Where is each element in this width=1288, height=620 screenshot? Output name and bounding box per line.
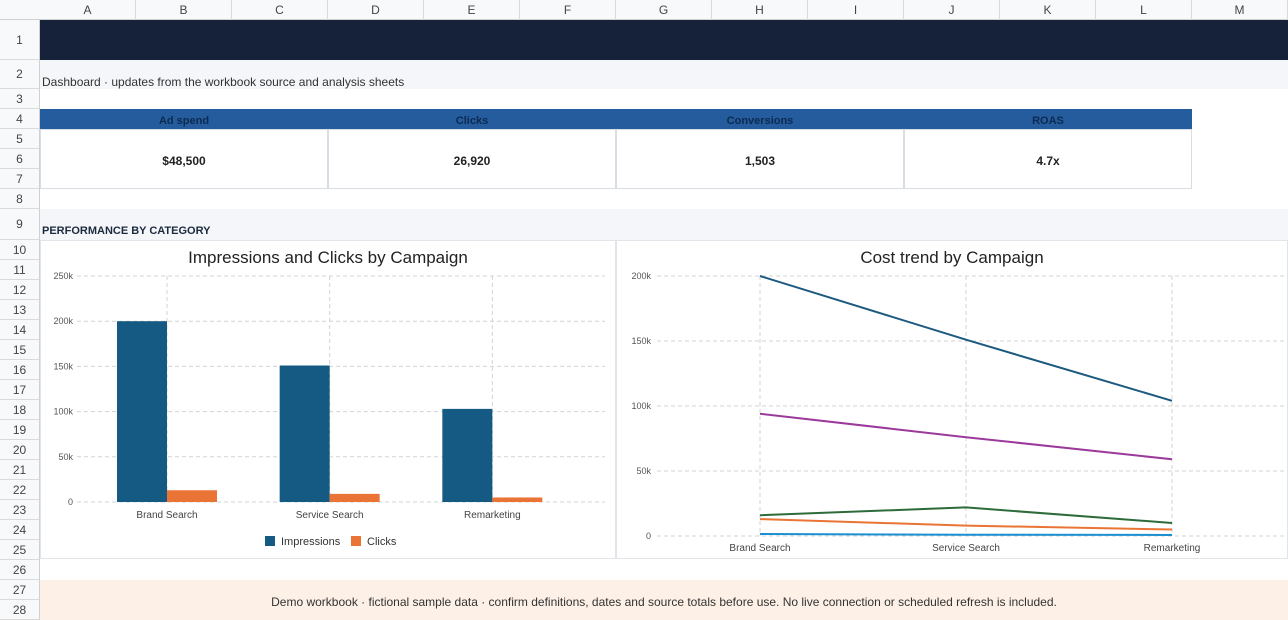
y-tick-label: 0 (646, 531, 651, 541)
bar-impressions-remarketing (442, 408, 493, 502)
y-tick-label: 100k (53, 407, 73, 417)
line-series-4 (759, 518, 1173, 531)
row-header-8[interactable]: 8 (0, 189, 40, 209)
row-header-13[interactable]: 13 (0, 300, 40, 320)
footer-note: Demo workbook · fictional sample data · … (271, 595, 1057, 609)
row-header-9[interactable]: 9 (0, 209, 40, 240)
y-tick-label: 0 (68, 497, 73, 507)
row-header-12[interactable]: 12 (0, 280, 40, 300)
row-header-6[interactable]: 6 (0, 149, 40, 169)
y-tick-label: 200k (631, 271, 651, 281)
row-header-19[interactable]: 19 (0, 420, 40, 440)
legend-label-clicks: Clicks (367, 536, 397, 548)
column-header-j[interactable]: J (904, 0, 1000, 20)
y-tick-label: 150k (53, 361, 73, 371)
column-header-d[interactable]: D (328, 0, 424, 20)
line-chart-panel[interactable]: Cost trend by Campaign 0 50k 100k 150k 200k Br… (616, 240, 1288, 559)
row-header-16[interactable]: 16 (0, 360, 40, 380)
column-header-b[interactable]: B (136, 0, 232, 20)
y-tick-label: 250k (53, 271, 73, 281)
bar-clicks-remarketing (492, 497, 543, 502)
row-header-15[interactable]: 15 (0, 340, 40, 360)
title-band (40, 20, 1288, 60)
footer-band (40, 580, 1288, 620)
kpi-value-clicks[interactable]: 26,920 (328, 129, 616, 189)
row-header-28[interactable]: 28 (0, 600, 40, 620)
column-header-e[interactable]: E (424, 0, 520, 20)
legend-swatch-clicks (351, 536, 361, 546)
y-tick-label: 50k (636, 466, 651, 476)
kpi-value-ad-spend[interactable]: $48,500 (40, 129, 328, 189)
bar-impressions-service-search (279, 365, 330, 502)
line-series-1 (759, 275, 1173, 402)
row-header-4[interactable]: 4 (0, 109, 40, 129)
line-series-2 (759, 412, 1173, 461)
row-header-11[interactable]: 11 (0, 260, 40, 280)
kpi-label-roas: ROAS (904, 109, 1192, 129)
bar-clicks-service-search (329, 493, 380, 502)
row-header-24[interactable]: 24 (0, 520, 40, 540)
kpi-label-conversions: Conversions (616, 109, 904, 129)
bar-chart: Impressions and Clicks by Campaign 0 50k 10… (53, 248, 605, 548)
y-tick-label: 150k (631, 336, 651, 346)
row-header-7[interactable]: 7 (0, 169, 40, 189)
y-tick-label: 50k (58, 452, 73, 462)
column-header-h[interactable]: H (712, 0, 808, 20)
row-header-23[interactable]: 23 (0, 500, 40, 520)
x-tick-label-remarketing: Remarketing (1144, 543, 1201, 554)
kpi-value-conversions[interactable]: 1,503 (616, 129, 904, 189)
row-header-22[interactable]: 22 (0, 480, 40, 500)
kpi-label-clicks: Clicks (328, 109, 616, 129)
kpi-label-ad-spend: Ad spend (40, 109, 328, 129)
subtitle-band (40, 60, 1288, 89)
section-title: PERFORMANCE BY CATEGORY (42, 225, 211, 237)
x-tick-label-service-search: Service Search (296, 510, 364, 521)
chart-title: Cost trend by Campaign (860, 248, 1043, 267)
row-header-26[interactable]: 26 (0, 560, 40, 580)
row-header-21[interactable]: 21 (0, 460, 40, 480)
legend-label-impressions: Impressions (281, 536, 341, 548)
section-band (40, 209, 1288, 240)
line-series-3 (759, 506, 1173, 524)
chart-title: Impressions and Clicks by Campaign (188, 248, 468, 267)
row-header-3[interactable]: 3 (0, 89, 40, 109)
row-header-20[interactable]: 20 (0, 440, 40, 460)
column-header-m[interactable]: M (1192, 0, 1288, 20)
row-header-25[interactable]: 25 (0, 540, 40, 560)
row-header-5[interactable]: 5 (0, 129, 40, 149)
bar-impressions-brand-search (117, 321, 167, 502)
line-chart: Cost trend by Campaign 0 50k 100k 150k 200k Br… (631, 248, 1285, 554)
x-tick-label-remarketing: Remarketing (464, 510, 521, 521)
row-header-2[interactable]: 2 (0, 60, 40, 89)
row-header-17[interactable]: 17 (0, 380, 40, 400)
x-tick-label-brand-search: Brand Search (729, 543, 790, 554)
row-header-18[interactable]: 18 (0, 400, 40, 420)
column-header-a[interactable]: A (40, 0, 136, 20)
column-header-g[interactable]: G (616, 0, 712, 20)
row-header-14[interactable]: 14 (0, 320, 40, 340)
column-header-k[interactable]: K (1000, 0, 1096, 20)
line-series-5 (759, 533, 1173, 536)
row-header-27[interactable]: 27 (0, 580, 40, 600)
column-header-c[interactable]: C (232, 0, 328, 20)
y-tick-label: 100k (631, 401, 651, 411)
dashboard-subtitle: Dashboard · updates from the workbook so… (42, 75, 405, 89)
row-header-1[interactable]: 1 (0, 20, 40, 60)
y-tick-label: 200k (53, 316, 73, 326)
legend-swatch-impressions (265, 536, 275, 546)
column-header-i[interactable]: I (808, 0, 904, 20)
row-header-10[interactable]: 10 (0, 240, 40, 260)
column-header-l[interactable]: L (1096, 0, 1192, 20)
bar-chart-panel[interactable]: Impressions and Clicks by Campaign 0 50k 10… (40, 240, 616, 559)
x-tick-label-brand-search: Brand Search (136, 510, 197, 521)
kpi-value-roas[interactable]: 4.7x (904, 129, 1192, 189)
x-tick-label-service-search: Service Search (932, 543, 1000, 554)
column-header-f[interactable]: F (520, 0, 616, 20)
bar-clicks-brand-search (167, 490, 217, 502)
